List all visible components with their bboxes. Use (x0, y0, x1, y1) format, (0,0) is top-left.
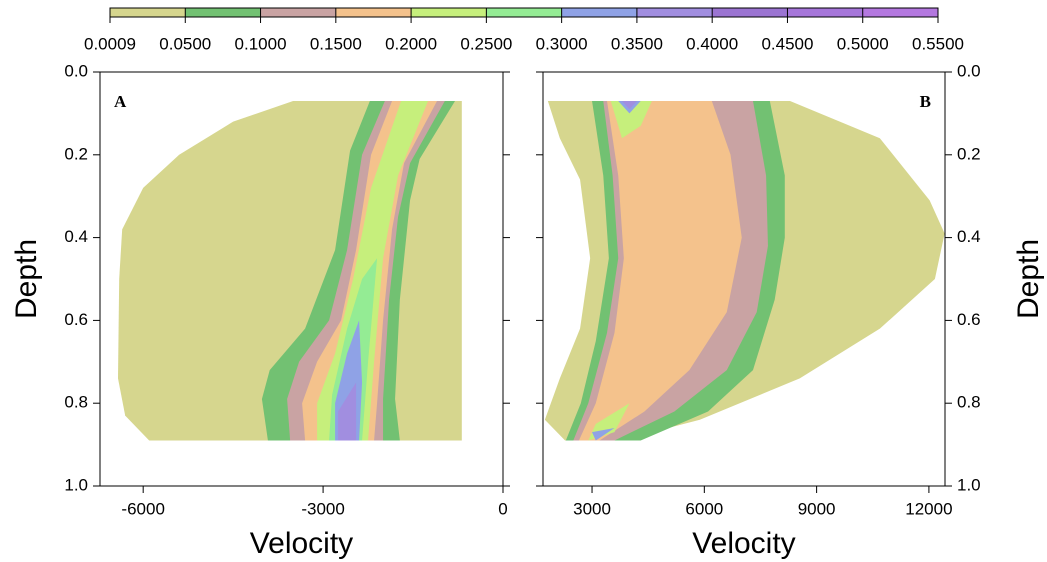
y-tick-label: 1.0 (64, 475, 88, 494)
x-tick-label: 9000 (798, 499, 836, 518)
colorbar-swatch (260, 8, 336, 17)
y-tick-label: 0.8 (957, 393, 981, 412)
colorbar-label: 0.3000 (536, 34, 588, 53)
x-axis-label: Velocity (692, 527, 795, 560)
colorbar-swatch (185, 8, 261, 17)
plot-area (544, 100, 945, 441)
x-tick-label: 0 (498, 499, 507, 518)
colorbar-label: 0.3500 (611, 34, 663, 53)
x-tick-label: -6000 (121, 499, 164, 518)
y-tick-label: 0.8 (64, 393, 88, 412)
colorbar-swatch (712, 8, 788, 17)
colorbar-swatch (486, 8, 562, 17)
y-tick-label: 0.6 (957, 310, 981, 329)
x-tick-label: 6000 (685, 499, 723, 518)
colorbar-swatch (636, 8, 713, 17)
contour-region (592, 428, 615, 441)
contour-region (578, 100, 742, 441)
panel-annotation: B (920, 92, 931, 111)
y-tick-label: 0.6 (64, 310, 88, 329)
y-tick-label: 0.2 (957, 144, 981, 163)
contour-region (610, 100, 652, 139)
colorbar-swatch (787, 8, 863, 17)
colorbar-label: 0.1500 (310, 34, 362, 53)
y-tick-label: 0.2 (64, 144, 88, 163)
colorbar-label: 0.1000 (235, 34, 287, 53)
plot-frame (99, 71, 504, 487)
y-tick-label: 1.0 (957, 475, 981, 494)
plot-area (117, 100, 462, 441)
colorbar-swatch (335, 8, 412, 17)
y-tick-label: 0.4 (957, 227, 981, 246)
colorbar-label: 0.4500 (761, 34, 813, 53)
colorbar-label: 0.5000 (837, 34, 889, 53)
y-axis-label: Depth (10, 239, 43, 319)
colorbar-label: 0.0009 (84, 34, 136, 53)
x-tick-label: 3000 (573, 499, 611, 518)
x-tick-label: -3000 (301, 499, 344, 518)
plot-frame (542, 71, 946, 487)
y-axis-label: Depth (1012, 239, 1045, 319)
colorbar-label: 0.4000 (686, 34, 738, 53)
y-tick-label: 0.0 (957, 61, 981, 80)
colorbar-label: 0.0500 (159, 34, 211, 53)
contour-region (338, 382, 357, 441)
colorbar-label: 0.5500 (912, 34, 964, 53)
y-tick-label: 0.0 (64, 61, 88, 80)
y-tick-label: 0.4 (64, 227, 88, 246)
colorbar-label: 0.2000 (385, 34, 437, 53)
colorbar-swatch (561, 8, 637, 17)
colorbar-label: 0.2500 (460, 34, 512, 53)
x-axis-label: Velocity (250, 527, 353, 560)
colorbar-swatch (411, 8, 487, 17)
colorbar-swatch (110, 8, 186, 17)
colorbar-swatch (862, 8, 938, 17)
panel-annotation: A (114, 92, 127, 111)
x-tick-label: 12000 (905, 499, 952, 518)
contour-region (621, 100, 637, 110)
